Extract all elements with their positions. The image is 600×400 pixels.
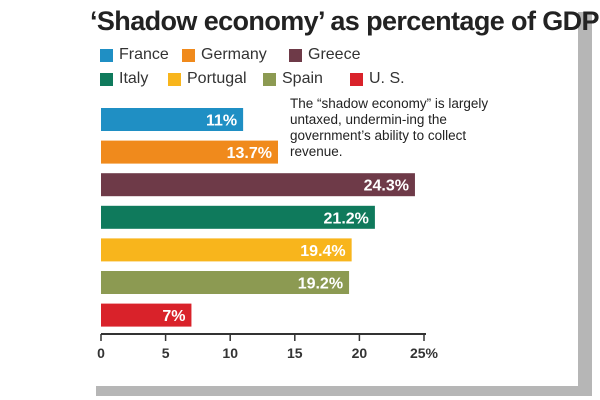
legend-label: U. S. [369, 70, 405, 87]
legend-label: Portugal [187, 70, 247, 87]
chart-title: ‘Shadow economy’ as percentage of GDP [90, 6, 600, 36]
legend-swatch [100, 72, 113, 86]
legend-item-spain: Spain [263, 70, 323, 88]
bar-france [101, 108, 244, 131]
legend-swatch [289, 48, 302, 62]
legend-swatch [350, 72, 363, 86]
bar-value-label: 19.4% [300, 243, 345, 260]
legend-label: France [119, 46, 169, 63]
legend-item-italy: Italy [100, 70, 148, 88]
bar-germany [101, 140, 279, 164]
x-tick-label: 25% [410, 345, 439, 361]
legend-item-u-s: U. S. [350, 70, 405, 88]
bar-value-label: 21.2% [324, 210, 369, 227]
legend-item-greece: Greece [289, 46, 360, 64]
bar-value-label: 19.2% [298, 276, 343, 293]
legend-swatch [168, 72, 181, 86]
bar-u-s [101, 303, 192, 327]
bar-value-label: 11% [206, 113, 237, 130]
legend-swatch [263, 72, 276, 86]
legend-item-germany: Germany [182, 46, 267, 64]
legend-label: Germany [201, 46, 267, 63]
x-tick-label: 10 [222, 345, 238, 361]
legend-label: Spain [282, 70, 323, 87]
x-tick-label: 20 [352, 345, 368, 361]
bar-greece [101, 173, 415, 197]
chart-note: The “shadow economy” is largely untaxed,… [290, 96, 489, 159]
bar-value-label: 7% [162, 308, 185, 325]
legend-item-portugal: Portugal [168, 70, 247, 88]
legend-item-france: France [100, 46, 169, 64]
bar-italy [101, 205, 375, 229]
x-tick-label: 15 [287, 345, 303, 361]
legend-label: Greece [308, 46, 361, 63]
legend-swatch [100, 48, 113, 62]
x-tick-label: 5 [162, 345, 170, 361]
legend-swatch [182, 48, 195, 62]
bar-value-label: 13.7% [227, 145, 272, 162]
bar-value-label: 24.3% [364, 178, 409, 195]
x-tick-label: 0 [97, 345, 105, 361]
legend-label: Italy [119, 70, 149, 87]
bar-portugal [101, 238, 352, 262]
bar-spain [101, 271, 350, 294]
